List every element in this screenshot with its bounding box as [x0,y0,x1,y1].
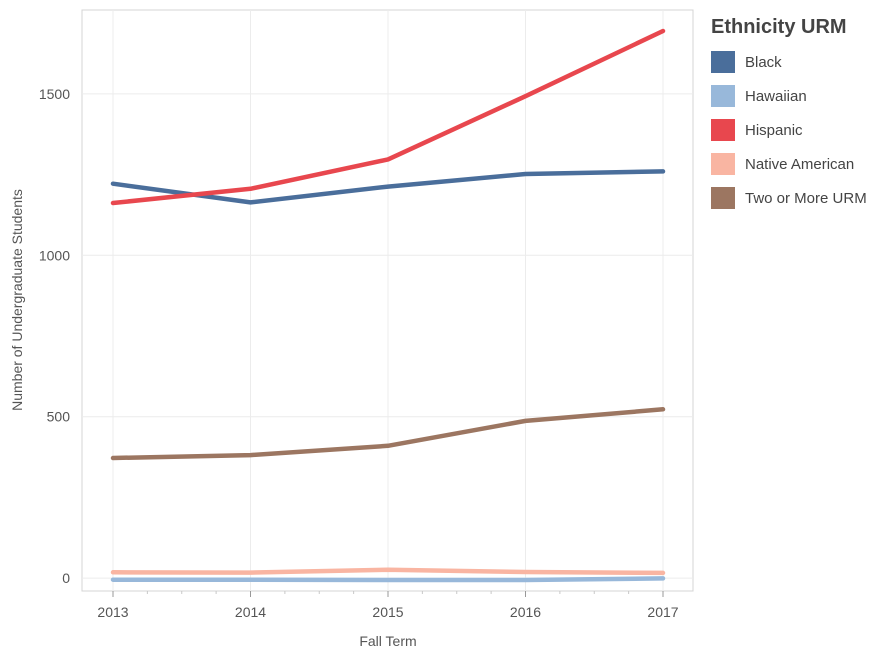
series-line-native-american[interactable] [110,567,666,576]
legend-label: Hawaiian [745,87,807,105]
legend-title: Ethnicity URM [711,16,847,38]
y-axis-title: Number of Undergraduate Students [9,189,25,411]
legend-item[interactable]: Two or More URM [711,181,887,215]
y-tick-label: 1500 [39,86,70,102]
legend-swatch [711,153,735,175]
x-tick-label: 2015 [372,604,403,620]
legend-label: Hispanic [745,121,803,139]
series-lines [110,28,666,583]
series-line-two-or-more-urm[interactable] [110,407,666,461]
y-tick-label: 0 [62,570,70,586]
legend-swatch [711,85,735,107]
series-line-black[interactable] [110,169,666,205]
legend-item[interactable]: Hispanic [711,113,887,147]
y-tick-label: 1000 [39,247,70,263]
y-tick-label: 500 [47,409,71,425]
x-tick-label: 2016 [510,604,541,620]
legend-label: Native American [745,155,855,173]
legend-item[interactable]: Black [711,45,887,79]
legend-swatch [711,51,735,73]
series-line-hispanic[interactable] [110,28,666,206]
x-tick-label: 2014 [235,604,266,620]
legend-item[interactable]: Hawaiian [711,79,887,113]
x-tick-label: 2013 [97,604,128,620]
x-tick-label: 2017 [647,604,678,620]
legend: Ethnicity URM Black Hawaiian Hispanic Nativ… [711,16,887,215]
legend-swatch [711,187,735,209]
legend-swatch [711,119,735,141]
legend-label: Two or More URM [745,189,867,207]
series-line-hawaiian[interactable] [110,576,666,583]
legend-item[interactable]: Native American [711,147,887,181]
legend-items: Black Hawaiian Hispanic Native American Two … [711,45,887,215]
axes: 0 500 1000 1500 2013 2014 2015 2016 2017 [39,86,679,620]
x-axis-title: Fall Term [359,633,416,649]
legend-label: Black [745,53,782,71]
